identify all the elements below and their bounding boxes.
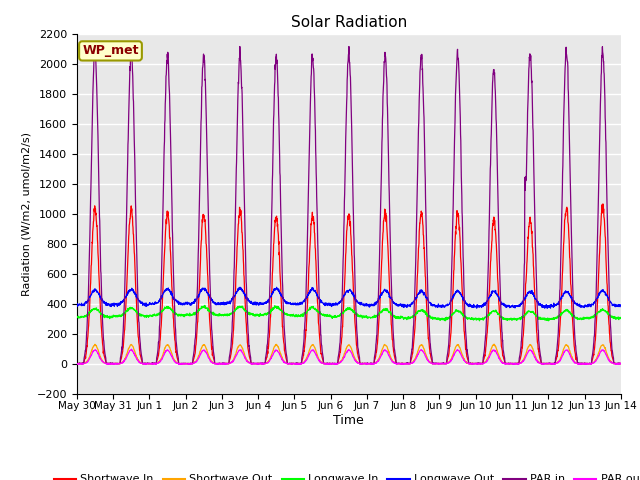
Y-axis label: Radiation (W/m2, umol/m2/s): Radiation (W/m2, umol/m2/s) — [21, 132, 31, 296]
Title: Solar Radiation: Solar Radiation — [291, 15, 407, 30]
X-axis label: Time: Time — [333, 414, 364, 427]
Text: WP_met: WP_met — [82, 44, 139, 58]
Legend: Shortwave In, Shortwave Out, Longwave In, Longwave Out, PAR in, PAR out: Shortwave In, Shortwave Out, Longwave In… — [49, 470, 640, 480]
